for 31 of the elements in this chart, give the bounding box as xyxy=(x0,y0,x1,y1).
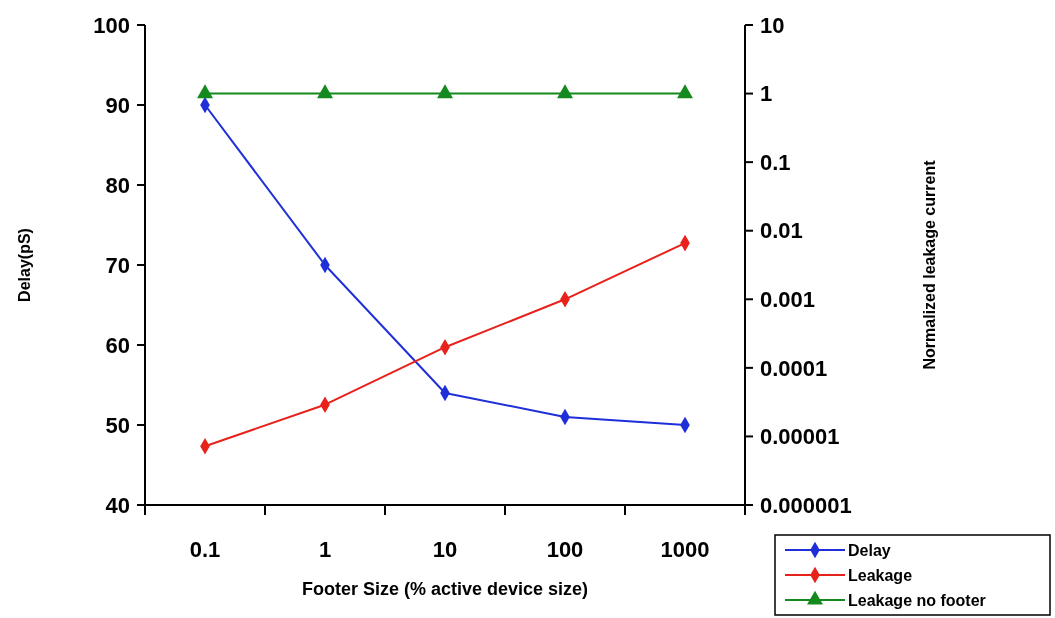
y2-tick-label: 0.01 xyxy=(760,218,803,244)
y-tick-label: 40 xyxy=(105,492,130,518)
y2-tick-label: 0.0001 xyxy=(760,355,828,381)
y2-tick-label: 10 xyxy=(760,12,785,38)
y2-tick-label: 0.001 xyxy=(760,286,816,312)
y-tick-label: 70 xyxy=(105,252,130,278)
x-tick-label: 10 xyxy=(432,537,458,562)
y-axis-title: Delay(pS) xyxy=(16,228,33,302)
y-tick-label: 50 xyxy=(105,412,130,438)
y-tick-label: 90 xyxy=(105,92,130,118)
y2-axis-title: Normalized leakage current xyxy=(921,159,938,370)
y2-tick-label: 1 xyxy=(760,81,773,107)
legend-label: Leakage xyxy=(848,566,913,584)
y2-tick-label: 0.1 xyxy=(760,149,791,175)
y-tick-label: 80 xyxy=(105,172,130,198)
legend-label: Leakage no footer xyxy=(848,591,986,609)
y-tick-label: 100 xyxy=(93,12,130,38)
point xyxy=(317,84,333,99)
point xyxy=(557,84,573,99)
x-tick-label: 1000 xyxy=(660,537,710,562)
y2-tick-label: 0.00001 xyxy=(760,424,840,450)
x-tick-label: 1 xyxy=(318,537,332,562)
x-axis-title: Footer Size (% active device size) xyxy=(301,579,589,599)
x-tick-label: 0.1 xyxy=(189,537,221,562)
point xyxy=(437,84,453,99)
legend-label: Delay xyxy=(848,541,891,559)
point xyxy=(197,84,213,99)
x-tick-label: 100 xyxy=(546,537,584,562)
y2-tick-label: 0.000001 xyxy=(760,492,852,518)
y-tick-label: 60 xyxy=(105,332,130,358)
point xyxy=(677,84,693,99)
